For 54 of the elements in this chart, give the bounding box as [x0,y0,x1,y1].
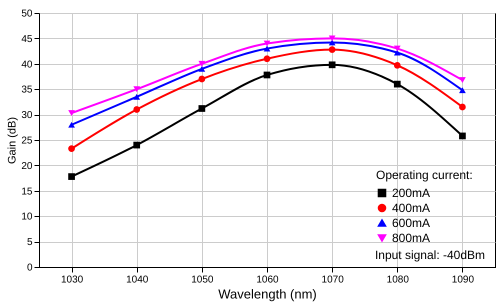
point [264,46,270,52]
point [394,50,401,56]
x-tick-label: 1030 [60,274,84,286]
y-tick-label: 10 [21,212,33,223]
y-tick-label: 0 [26,262,33,274]
point [459,77,466,83]
y-tick-label: 40 [21,59,33,70]
point [328,46,336,53]
x-tick-label: 1070 [322,274,344,286]
point [198,76,206,82]
point [68,173,75,180]
point [68,110,75,116]
point [459,87,466,94]
x-tick-label: 1050 [191,274,214,286]
y-tick-label: 30 [21,110,33,122]
point [328,61,336,68]
x-tick-label: 1090 [452,274,474,286]
y-tick-label: 15 [21,186,33,198]
point [264,55,270,62]
x-tick-label: 1080 [386,274,410,286]
point [264,40,270,46]
point [328,40,336,46]
x-tick-label: 1060 [256,274,280,286]
y-tick-label: 45 [21,34,33,45]
point [394,46,401,52]
point [328,35,336,42]
point [459,104,466,110]
point [459,132,466,140]
legend-label: 800mA [392,231,430,245]
point [133,142,140,148]
point [198,60,206,67]
y-tick-label: 25 [21,136,33,146]
y-tick-label: 50 [21,8,33,20]
legend-label: 600mA [392,216,430,230]
legend-title: Operating current: [376,168,473,182]
point [68,145,75,152]
y-axis-title: Gain (dB) [6,116,18,164]
y-tick-label: 5 [26,237,33,248]
point [198,105,206,112]
x-axis-title: Wavelength (nm) [218,286,317,302]
point [68,122,75,128]
y-tick-label: 35 [21,84,33,96]
legend-label: 400mA [392,201,430,215]
annotation: Input signal: -40dBm [374,248,486,262]
point [264,72,270,78]
point [394,62,401,69]
point [198,66,206,72]
legend-label: 200mA [392,186,430,200]
point [133,86,140,92]
y-tick-label: 20 [21,160,33,172]
x-tick-label: 1040 [126,274,149,286]
point [133,106,140,113]
point [133,94,140,100]
point [394,80,401,88]
